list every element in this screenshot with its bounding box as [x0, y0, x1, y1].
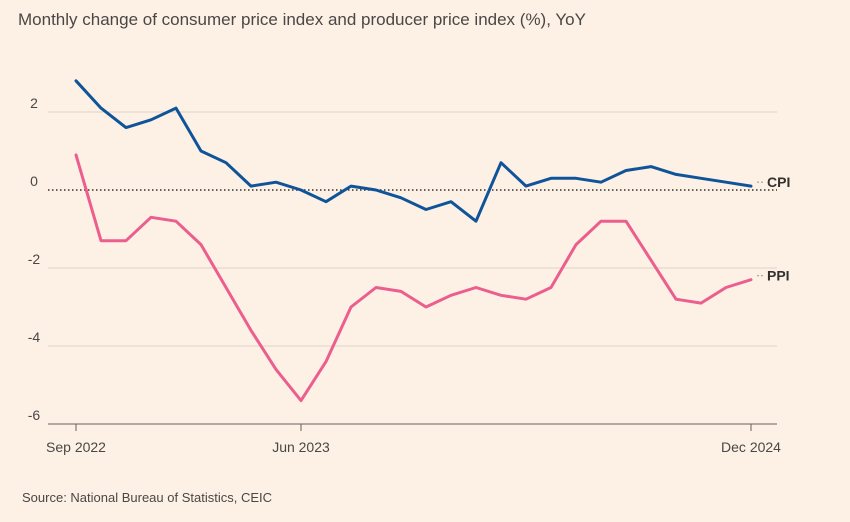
y-tick-label: -2	[28, 251, 41, 267]
y-axis-ticks: 2 0 -2 -4 -6	[28, 95, 41, 423]
ppi-label: PPI	[767, 268, 790, 284]
y-tick-label: -4	[28, 329, 41, 345]
cpi-label: CPI	[767, 174, 790, 190]
y-tick-label: 0	[30, 173, 38, 189]
x-tick-label: Sep 2022	[46, 439, 106, 455]
x-tick-label: Jun 2023	[272, 439, 330, 455]
cpi-line	[74, 79, 753, 223]
x-tick-label: Dec 2024	[721, 439, 781, 455]
x-axis: Sep 2022 Jun 2023 Dec 2024	[46, 424, 781, 455]
y-tick-label: -6	[28, 407, 41, 423]
series-lines	[74, 79, 753, 403]
source-note: Source: National Bureau of Statistics, C…	[22, 490, 273, 505]
series-labels: CPI PPI	[757, 174, 790, 284]
gridlines	[48, 111, 777, 425]
chart-title: Monthly change of consumer price index a…	[18, 10, 586, 29]
y-tick-label: 2	[30, 95, 38, 111]
ppi-line	[74, 153, 753, 403]
